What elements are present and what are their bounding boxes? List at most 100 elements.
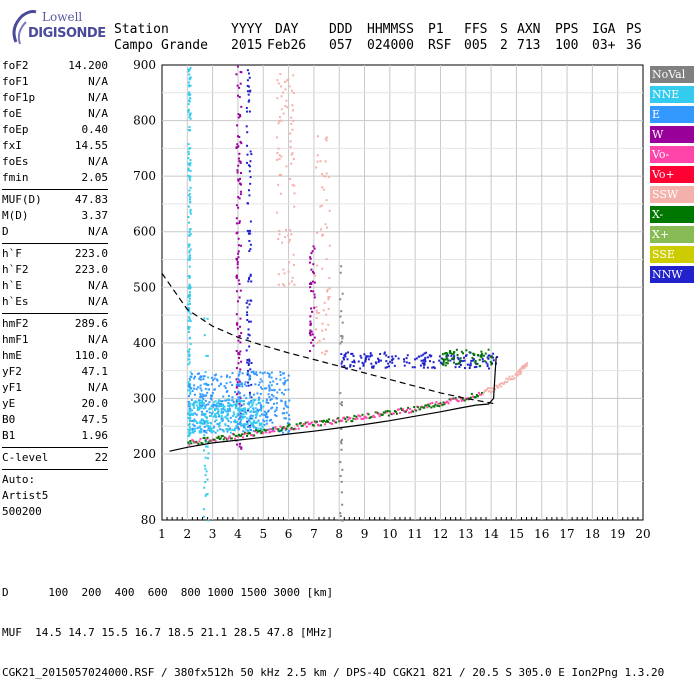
echo-nne (211, 411, 214, 414)
echo-trace (359, 415, 362, 418)
echo-ssw (280, 108, 283, 111)
echo-nnw (343, 364, 346, 367)
echo-nne (203, 464, 206, 467)
echo-trace (450, 397, 453, 400)
echo-nne (195, 420, 198, 423)
echo-w (236, 135, 239, 138)
echo-nne (220, 415, 223, 418)
echo-nnw (247, 202, 250, 205)
param-label: hmF2 (2, 317, 29, 330)
echo-nne (260, 428, 263, 431)
echo-trace (303, 423, 306, 426)
echo-e (245, 397, 248, 400)
separator (2, 469, 108, 470)
separator (2, 189, 108, 190)
echo-w (238, 353, 241, 356)
echo-nne (231, 428, 234, 431)
echo-nnw (247, 333, 250, 336)
echo-trace (512, 378, 515, 381)
echo-ssw (288, 177, 291, 180)
echo-nne (188, 429, 191, 432)
echo-nne (187, 350, 190, 353)
echo-nne (210, 405, 213, 408)
echo-w (238, 335, 241, 338)
echo-w (237, 352, 240, 355)
echo-ssw (285, 99, 288, 102)
echo-nne (236, 413, 239, 416)
echo-nne (217, 405, 220, 408)
echo-w (236, 124, 239, 127)
echo-nne (243, 409, 246, 412)
legend-item-noval: NoVal (650, 66, 694, 83)
echo-nnw (248, 278, 251, 281)
header-value-11: 36 (626, 38, 642, 53)
echo-nnw (454, 366, 457, 369)
echo-nne (204, 467, 207, 470)
echo-e (282, 372, 285, 375)
echo-trace (387, 414, 390, 417)
echo-nne (188, 99, 191, 102)
echo-nne (222, 429, 225, 432)
echo-e (270, 398, 273, 401)
echo-nnw (246, 90, 249, 93)
echo-ssw (315, 166, 318, 169)
echo-nne (188, 355, 191, 358)
echo-trace (245, 432, 248, 435)
header-label-7: S (500, 22, 508, 37)
echo-e (208, 411, 211, 414)
echo-trace (311, 424, 314, 427)
echo-nne (189, 248, 192, 251)
echo-x-minus (474, 361, 477, 364)
echo-e (265, 401, 268, 404)
echo-ssw (326, 226, 329, 229)
echo-x-minus (479, 354, 482, 357)
echo-w (236, 84, 239, 87)
echo-ssw (279, 73, 282, 76)
echo-e (187, 400, 190, 403)
echo-w (235, 258, 238, 261)
echo-nne (213, 409, 216, 412)
echo-trace (424, 404, 427, 407)
echo-w (240, 183, 243, 186)
echo-trace (433, 405, 436, 408)
param-row-hmf2: hmF2 289.6 (2, 316, 108, 332)
echo-nnw (440, 357, 443, 360)
echo-nne (198, 431, 201, 434)
echo-nne (188, 276, 191, 279)
echo-w (237, 362, 240, 365)
echo-nne (249, 401, 252, 404)
x-tick-label: 20 (635, 527, 650, 541)
echo-nne (188, 318, 191, 321)
echo-e (271, 389, 274, 392)
echo-nne (188, 85, 191, 88)
echo-trace (437, 402, 440, 405)
echo-e (268, 396, 271, 399)
echo-x-minus (442, 363, 445, 366)
echo-nne (245, 417, 248, 420)
echo-trace (215, 436, 218, 439)
echo-nne (188, 294, 191, 297)
echo-nne (220, 420, 223, 423)
echo-e (217, 415, 220, 418)
echo-e (241, 409, 244, 412)
echo-trace (234, 434, 237, 437)
header-label-4: HHMMSS (367, 22, 414, 37)
echo-nne (221, 417, 224, 420)
echo-trace (347, 418, 350, 421)
echo-ssw (324, 160, 327, 163)
echo-e (266, 372, 269, 375)
echo-nnw (492, 352, 495, 355)
echo-e (210, 376, 213, 379)
echo-e (252, 393, 255, 396)
echo-w (238, 222, 241, 225)
echo-trace (466, 397, 469, 400)
echo-trace (308, 423, 311, 426)
echo-trace (254, 430, 257, 433)
echo-nne (201, 422, 204, 425)
echo-ssw (288, 85, 291, 88)
echo-trace (468, 397, 471, 400)
echo-nnw (249, 176, 252, 179)
echo-nnw (369, 352, 372, 355)
echo-nne (227, 428, 230, 431)
echo-nnw (438, 355, 441, 358)
